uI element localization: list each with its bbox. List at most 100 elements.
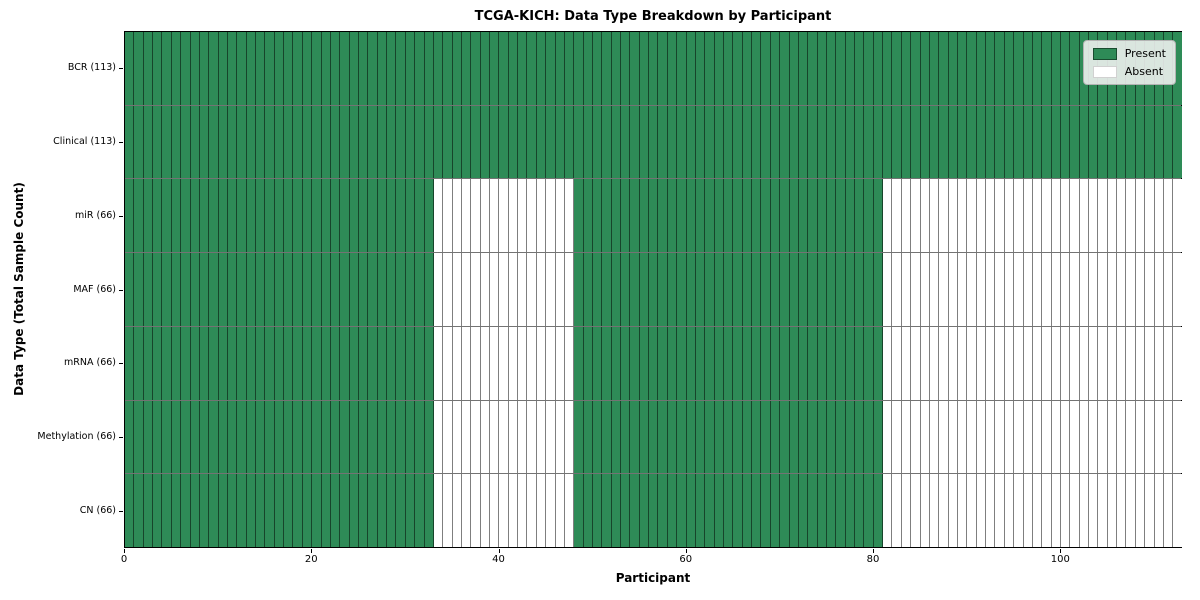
heatmap-cell (1042, 32, 1052, 105)
heatmap-cell (826, 253, 837, 326)
heatmap-cell (237, 32, 247, 105)
heatmap-cell (330, 179, 341, 253)
heatmap-cell (658, 400, 668, 474)
heatmap-cell (761, 326, 771, 400)
heatmap-cell (948, 32, 958, 105)
heatmap-cell (649, 326, 659, 400)
heatmap-cell (677, 474, 687, 548)
heatmap-cell (695, 400, 706, 474)
heatmap-cell (284, 326, 294, 400)
heatmap-cell (705, 179, 715, 253)
heatmap-cell (461, 105, 472, 179)
heatmap-cell (920, 105, 930, 179)
heatmap-cell (761, 474, 771, 548)
heatmap-cell (995, 400, 1005, 474)
heatmap-cell (939, 32, 949, 105)
y-tick-label: Clinical (113) (53, 135, 116, 147)
y-tick-mark (119, 215, 123, 217)
heatmap-cell (911, 179, 921, 253)
heatmap-cell (377, 326, 388, 400)
heatmap-cell (686, 474, 696, 548)
heatmap-cell (789, 400, 799, 474)
heatmap-cell (695, 474, 706, 548)
heatmap-cell (1014, 253, 1024, 326)
heatmap-cell (415, 253, 425, 326)
heatmap-cell (536, 105, 547, 179)
heatmap-cell (415, 326, 425, 400)
heatmap-cell (293, 326, 303, 400)
heatmap-cell (873, 179, 884, 253)
heatmap-cell (920, 400, 930, 474)
heatmap-cell (256, 253, 266, 326)
x-tick-mark (873, 549, 875, 553)
heatmap-cell (209, 179, 219, 253)
heatmap-cell (284, 32, 294, 105)
heatmap-cell (995, 32, 1005, 105)
heatmap-cell (976, 326, 987, 400)
legend-label-present: Present (1124, 47, 1166, 60)
heatmap-cell (864, 326, 874, 400)
heatmap-cell (162, 326, 172, 400)
heatmap-cell (1070, 32, 1080, 105)
heatmap-cell (377, 474, 388, 548)
y-tick-mark (119, 289, 123, 291)
x-tick-mark (498, 549, 500, 553)
heatmap-cell (724, 253, 734, 326)
heatmap-cell (134, 179, 144, 253)
heatmap-cell (162, 400, 172, 474)
heatmap-cell (293, 474, 303, 548)
heatmap-cell (1135, 474, 1146, 548)
heatmap-cell (1032, 253, 1043, 326)
heatmap-cell (639, 32, 650, 105)
heatmap-cell (808, 179, 818, 253)
heatmap-cell (546, 179, 556, 253)
heatmap-cell (508, 326, 519, 400)
heatmap-cell (302, 105, 313, 179)
heatmap-cell (424, 400, 434, 474)
heatmap-cell (817, 253, 827, 326)
heatmap-cell (892, 400, 902, 474)
heatmap-cell (1023, 179, 1033, 253)
heatmap-cell (873, 400, 884, 474)
heatmap-cell (649, 400, 659, 474)
heatmap-cell (621, 105, 631, 179)
heatmap-cell (1060, 474, 1071, 548)
heatmap-cell (864, 105, 874, 179)
heatmap-cell (761, 32, 771, 105)
y-tick-mark (119, 67, 123, 69)
heatmap-cell (246, 400, 257, 474)
heatmap-cell (1163, 474, 1174, 548)
heatmap-cell (480, 105, 491, 179)
heatmap-cell (836, 32, 846, 105)
heatmap-cell (199, 253, 210, 326)
heatmap-cell (948, 253, 958, 326)
heatmap-cell (125, 474, 135, 548)
heatmap-cell (1060, 32, 1071, 105)
heatmap-cell (873, 32, 884, 105)
heatmap-cell (190, 32, 200, 105)
heatmap-cell (667, 326, 678, 400)
heatmap-cell (695, 253, 706, 326)
heatmap-cell (518, 105, 528, 179)
heatmap-cell (433, 105, 444, 179)
heatmap-cell (826, 474, 837, 548)
heatmap-cell (349, 326, 359, 400)
heatmap-cell (555, 253, 565, 326)
heatmap-cell (892, 179, 902, 253)
heatmap-cell (1004, 326, 1015, 400)
heatmap-cell (864, 253, 874, 326)
heatmap-cell (649, 253, 659, 326)
heatmap-cell (1154, 326, 1164, 400)
heatmap-cell (246, 474, 257, 548)
heatmap-cell (864, 474, 874, 548)
heatmap-cell (284, 474, 294, 548)
heatmap-cell (349, 179, 359, 253)
heatmap-cell (1060, 105, 1071, 179)
heatmap-cell (789, 253, 799, 326)
heatmap-cell (349, 32, 359, 105)
heatmap-cell (564, 105, 575, 179)
heatmap-cell (555, 326, 565, 400)
heatmap-cell (1051, 32, 1061, 105)
heatmap-cell (1042, 253, 1052, 326)
heatmap-cell (574, 474, 584, 548)
